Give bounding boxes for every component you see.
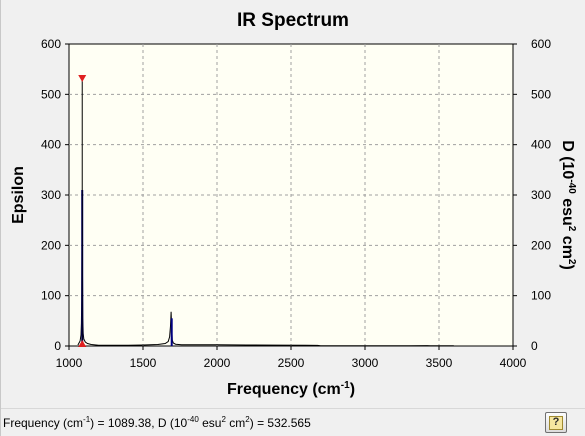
x-tick-label: 2000	[204, 356, 231, 370]
y-tick-label-right: 0	[531, 339, 538, 353]
y-axis-left-label: Epsilon	[10, 166, 27, 224]
series-layer	[77, 77, 454, 347]
status-readout: Frequency (cm-1) = 1089.38, D (10-40 esu…	[3, 415, 311, 431]
help-button[interactable]: ?	[545, 412, 567, 433]
y-tick-label-left: 500	[41, 87, 61, 101]
x-tick-label: 1000	[56, 356, 83, 370]
axis-ticks: 1000 1500 2000 2500 3000 3500 4000010020030040…	[41, 37, 551, 370]
peak-marker-bottom	[78, 340, 87, 347]
y-tick-label-right: 100	[531, 289, 551, 303]
help-icon: ?	[549, 415, 563, 430]
x-tick-label: 3000	[352, 356, 379, 370]
y-tick-label-right: 500	[531, 87, 551, 101]
y-tick-label-left: 600	[41, 37, 61, 51]
x-axis-label: Frequency (cm-1)	[227, 380, 355, 398]
x-tick-label: 2500	[278, 356, 305, 370]
y-tick-label-right: 200	[531, 238, 551, 252]
dipole-value: 532.565	[267, 416, 311, 430]
x-tick-label: 1500	[130, 356, 157, 370]
status-bar: Frequency (cm-1) = 1089.38, D (10-40 esu…	[1, 408, 585, 436]
chart-title: IR Spectrum	[237, 10, 349, 31]
grid	[69, 44, 513, 346]
x-tick-label: 4000	[500, 356, 527, 370]
peak-marker-top	[78, 74, 87, 82]
y-tick-label-left: 100	[41, 289, 61, 303]
y-tick-label-left: 0	[54, 339, 61, 353]
y-tick-label-right: 600	[531, 37, 551, 51]
y-tick-label-left: 400	[41, 138, 61, 152]
y-axis-right-label: D (10-40 esu2 cm2)	[559, 140, 577, 270]
y-tick-label-left: 200	[41, 238, 61, 252]
y-tick-label-right: 400	[531, 138, 551, 152]
markers-layer	[78, 74, 87, 347]
y-tick-label-right: 300	[531, 188, 551, 202]
ir-spectrum-chart: IR Spectrum 1000 1500 2000 2500 3000 3500 4000…	[10, 10, 577, 398]
x-tick-label: 3500	[426, 356, 453, 370]
frequency-value: 1089.38	[107, 416, 152, 430]
y-tick-label-left: 300	[41, 188, 61, 202]
